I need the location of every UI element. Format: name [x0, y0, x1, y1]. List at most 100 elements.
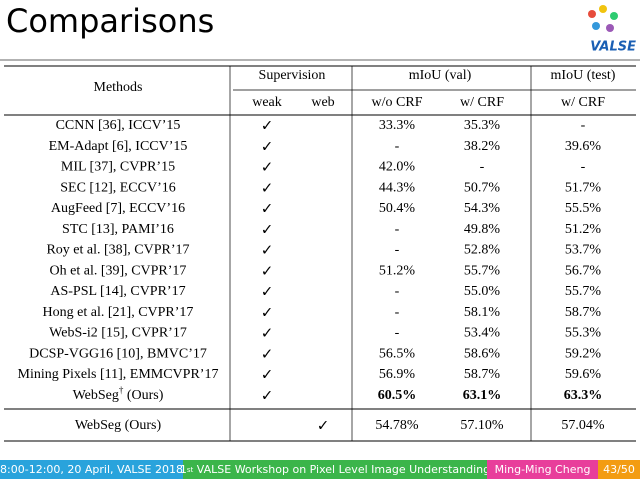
method: EM-Adapt [6], ICCV’15 — [49, 139, 188, 154]
cell: - — [480, 160, 485, 175]
cell: 51.7% — [565, 180, 602, 195]
cell: ✓ — [261, 345, 274, 363]
cell: 55.7% — [464, 263, 501, 278]
method: SEC [12], ECCV’16 — [60, 180, 176, 195]
cell: 35.3% — [464, 118, 501, 133]
method: Roy et al. [38], CVPR’17 — [46, 243, 189, 258]
cell: - — [395, 243, 400, 258]
method-suffix: (Ours) — [123, 388, 163, 403]
cell: 38.2% — [464, 139, 501, 154]
logo-dot — [610, 12, 618, 20]
cell: 50.7% — [464, 180, 501, 195]
cell: 58.1% — [464, 305, 501, 320]
cell: 51.2% — [565, 222, 602, 237]
sub-header: w/o CRF — [372, 95, 423, 110]
method: AugFeed [7], ECCV’16 — [51, 201, 185, 216]
method-name: AS-PSL [14], CVPR’17 — [50, 284, 185, 299]
cell: - — [395, 326, 400, 341]
method-sup: † — [119, 385, 124, 395]
method: AS-PSL [14], CVPR’17 — [50, 284, 185, 299]
cell: ✓ — [261, 262, 274, 280]
cell: 33.3% — [379, 118, 416, 133]
workshop-sup: st — [186, 465, 194, 474]
method-name: WebSeg (Ours) — [75, 418, 162, 433]
cell: 57.10% — [460, 418, 504, 433]
table-body: weak web w/o CRF w/ CRF w/ CRF CCNN [36], ICC… — [18, 95, 606, 434]
method: WebSeg (Ours) — [75, 418, 162, 433]
table: VALSE Methods Supervision mIoU (val) mIo… — [0, 5, 640, 442]
logo-text: VALSE — [590, 40, 636, 55]
method: Hong et al. [21], CVPR’17 — [43, 305, 194, 320]
cell: 58.7% — [565, 305, 602, 320]
cell: ✓ — [261, 137, 274, 155]
method: MIL [37], CVPR’15 — [61, 160, 175, 175]
cell: - — [581, 118, 586, 133]
cell: 44.3% — [379, 180, 416, 195]
method-name: STC [13], PAMI’16 — [62, 222, 174, 237]
cell: 50.4% — [379, 201, 416, 216]
cell: 58.7% — [464, 367, 501, 382]
method-name: WebSeg — [73, 388, 119, 403]
logo-dot — [606, 24, 614, 32]
cell: 54.3% — [464, 201, 501, 216]
cell: 58.6% — [464, 346, 501, 361]
cell: 52.8% — [464, 243, 501, 258]
col-header: Supervision — [259, 68, 326, 83]
cell: ✓ — [261, 241, 274, 259]
col-header: mIoU (val) — [409, 68, 472, 83]
method-name: SEC [12], ECCV’16 — [60, 180, 176, 195]
col-header: Methods — [94, 80, 143, 95]
method: DCSP-VGG16 [10], BMVC’17 — [29, 346, 207, 361]
workshop-num: 1 — [179, 463, 187, 476]
sub-header: weak — [252, 95, 282, 110]
workshop-name: VALSE Workshop on Pixel Level Image Unde… — [193, 463, 491, 476]
cell: 55.7% — [565, 284, 602, 299]
method-name: CCNN [36], ICCV’15 — [56, 118, 181, 133]
logo-dot — [599, 5, 607, 13]
cell: - — [395, 305, 400, 320]
cell: 55.3% — [565, 326, 602, 341]
footer-author: Ming-Ming Cheng — [487, 460, 598, 479]
cell: ✓ — [261, 179, 274, 197]
sub-header: web — [311, 95, 334, 110]
cell: - — [581, 160, 586, 175]
cell: ✓ — [261, 366, 274, 384]
cell: 59.6% — [565, 367, 602, 382]
cell: 60.5% — [378, 388, 417, 403]
method: WebS-i2 [15], CVPR’17 — [49, 326, 187, 341]
cell: 53.4% — [464, 326, 501, 341]
cell: ✓ — [261, 303, 274, 321]
footer-time: 8:00-12:00, 20 April, VALSE 2018 — [0, 460, 183, 479]
method-name: Roy et al. [38], CVPR’17 — [46, 243, 189, 258]
cell: 42.0% — [379, 160, 416, 175]
cell: - — [395, 222, 400, 237]
cell: ✓ — [261, 220, 274, 238]
logo-dot — [588, 10, 596, 18]
sub-header: w/ CRF — [460, 95, 504, 110]
cell: 59.2% — [565, 346, 602, 361]
cell: ✓ — [261, 324, 274, 342]
method: Mining Pixels [11], EMMCVPR’17 — [18, 367, 219, 382]
cell: ✓ — [317, 417, 330, 435]
method: Oh et al. [39], CVPR’17 — [50, 263, 187, 278]
cell: 57.04% — [561, 418, 605, 433]
cell: ✓ — [261, 386, 274, 404]
cell: 63.1% — [463, 388, 502, 403]
logo-dot — [592, 22, 600, 30]
cell: 54.78% — [375, 418, 419, 433]
cell: 51.2% — [379, 263, 416, 278]
cell: ✓ — [261, 200, 274, 218]
method-name: Oh et al. [39], CVPR’17 — [50, 263, 187, 278]
method-name: MIL [37], CVPR’15 — [61, 160, 175, 175]
col-header: mIoU (test) — [551, 68, 616, 83]
sub-header: w/ CRF — [561, 95, 605, 110]
footer-page: 43/50 — [598, 460, 640, 479]
cell: 63.3% — [564, 388, 603, 403]
cell: ✓ — [261, 158, 274, 176]
cell: 56.7% — [565, 263, 602, 278]
method: WebSeg† (Ours) — [73, 385, 164, 403]
cell: 56.5% — [379, 346, 416, 361]
